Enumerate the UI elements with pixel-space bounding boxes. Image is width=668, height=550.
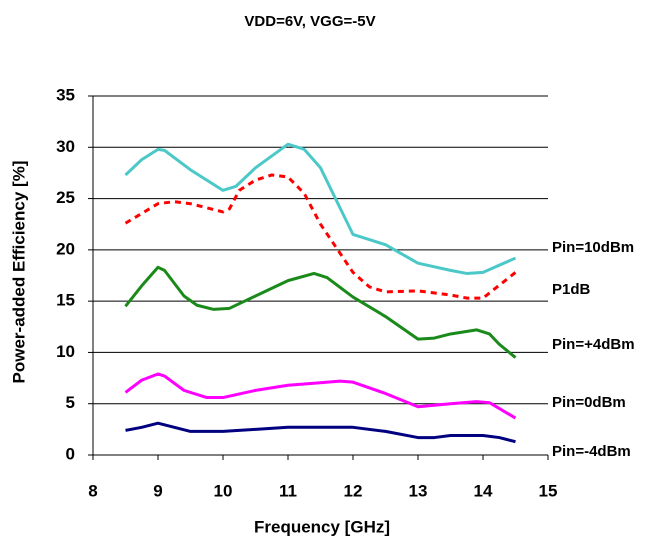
series-label: Pin=10dBm — [552, 239, 634, 256]
y-tick-label: 20 — [56, 239, 75, 258]
x-tick-label: 9 — [153, 481, 162, 500]
x-tick-label: 12 — [344, 481, 363, 500]
series-line — [124, 142, 517, 275]
series-line — [124, 173, 517, 300]
series-line — [125, 421, 516, 444]
chart-title: VDD=6V, VGG=-5V — [244, 13, 375, 30]
x-tick-label: 10 — [214, 481, 233, 500]
series-label: Pin=-4dBm — [552, 443, 631, 460]
series-label: P1dB — [552, 281, 591, 298]
series-label: Pin=0dBm — [552, 394, 626, 411]
x-tick-label: 15 — [539, 481, 558, 500]
y-tick-label: 15 — [56, 291, 75, 310]
y-tick-label: 35 — [56, 85, 75, 104]
y-tick-label: 25 — [56, 188, 75, 207]
x-tick-label: 14 — [474, 481, 493, 500]
y-tick-label: 0 — [66, 444, 75, 463]
series-line — [124, 265, 517, 359]
y-axis-label: Power-added Efficiency [%] — [9, 161, 28, 384]
x-tick-label: 8 — [88, 481, 97, 500]
x-axis-label: Frequency [GHz] — [254, 517, 390, 536]
x-tick-label: 11 — [279, 481, 297, 500]
y-tick-label: 5 — [66, 393, 75, 412]
series-label: Pin=+4dBm — [552, 336, 635, 353]
y-tick-label: 10 — [56, 342, 75, 361]
y-tick-label: 30 — [56, 137, 75, 156]
x-tick-label: 13 — [409, 481, 428, 500]
series-line — [124, 372, 517, 420]
